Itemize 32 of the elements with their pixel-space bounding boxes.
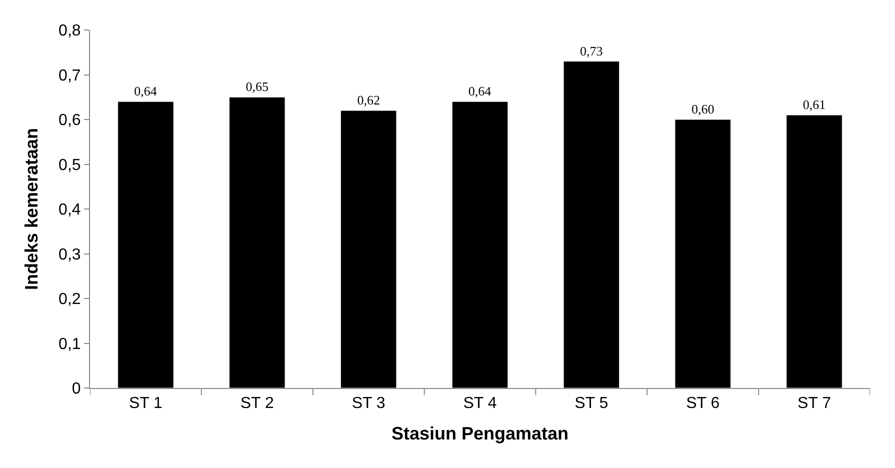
x-tick-label: ST 4	[463, 395, 497, 412]
bar	[786, 114, 842, 388]
bar	[452, 101, 508, 388]
y-tick-label: 0	[72, 380, 81, 398]
data-label: 0,64	[468, 84, 492, 99]
y-tick-label: 0,6	[58, 112, 81, 130]
y-tick-label: 0,1	[58, 336, 81, 353]
y-tick-label: 0,7	[58, 67, 81, 84]
bar	[118, 101, 174, 388]
data-label: 0,65	[246, 79, 269, 94]
x-tick-label: ST 5	[574, 395, 608, 412]
y-tick-label: 0,4	[58, 202, 81, 219]
y-tick-label: 0,8	[58, 22, 81, 40]
y-tick-label: 0,3	[58, 246, 81, 264]
x-axis-title: Stasiun Pengamatan	[391, 423, 569, 444]
data-label: 0,73	[580, 43, 603, 58]
bar	[674, 119, 731, 388]
data-label: 0,60	[691, 102, 714, 116]
bar	[340, 110, 397, 388]
x-tick-label: ST 6	[686, 395, 720, 412]
data-label: 0,62	[357, 92, 380, 108]
y-tick-label: 0,2	[58, 291, 81, 308]
x-tick-label: ST 7	[798, 395, 832, 412]
x-tick-label: ST 3	[352, 395, 386, 412]
bar	[563, 61, 620, 388]
x-tick-label: ST 2	[240, 395, 274, 412]
x-tick-label: ST 1	[128, 395, 163, 412]
y-axis-title: Indeks kemerataan	[22, 128, 42, 290]
y-tick-label: 0,5	[58, 156, 81, 174]
data-label: 0,61	[802, 97, 826, 112]
bar	[229, 96, 286, 388]
data-label: 0,64	[134, 84, 158, 99]
